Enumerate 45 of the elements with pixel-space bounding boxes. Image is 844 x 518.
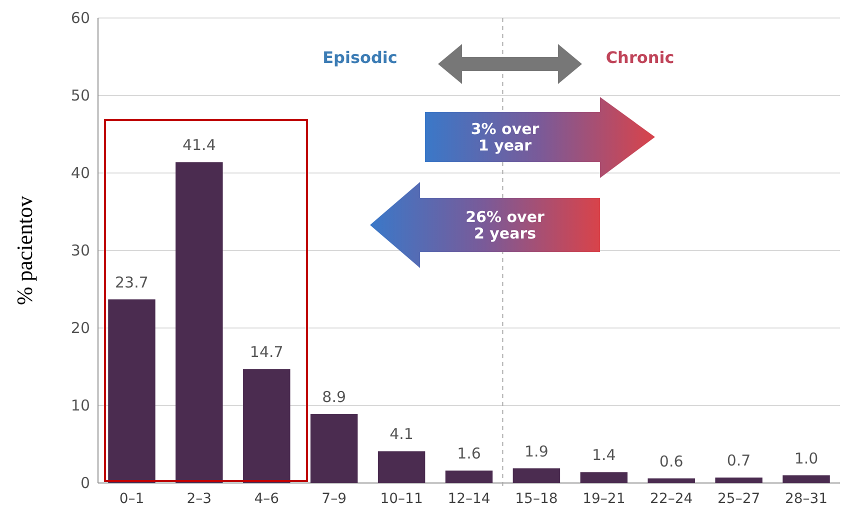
data-label: 1.6 [457,444,481,463]
y-axis-title: % pacientov [12,196,37,306]
data-label: 41.4 [182,136,216,154]
x-tick-label: 7–9 [322,490,347,507]
data-label: 4.1 [390,425,414,444]
bar [108,299,156,483]
data-label: 1.0 [794,449,818,468]
y-tick-label: 40 [70,164,90,182]
data-label: 0.7 [726,452,751,470]
bar [445,470,493,483]
data-label: 1.9 [524,442,548,460]
data-label: 1.4 [592,446,616,464]
data-label: 14.7 [250,343,284,362]
bar [782,475,830,483]
bar [176,162,223,483]
x-tick-label: 28–31 [784,490,828,507]
y-tick-label: 20 [70,318,90,337]
x-tick-label: 10–11 [380,490,423,507]
x-tick-label: 12–14 [448,490,490,507]
bar [715,478,762,483]
x-tick-label: 25–27 [718,490,760,507]
y-tick-label: 30 [70,241,90,260]
x-tick-label: 15–18 [515,490,558,507]
bar [310,414,358,483]
annotation: 26% over 2 years [466,208,545,242]
y-tick-label: 10 [70,396,90,414]
bar [512,468,560,483]
x-tick-label: 0–1 [119,490,144,507]
y-tick-label: 60 [70,8,90,27]
data-label: 23.7 [115,273,148,292]
bar [580,472,628,483]
x-tick-label: 19–21 [582,490,626,507]
data-label: 8.9 [322,388,346,406]
bar [243,369,290,483]
bar [378,451,426,483]
x-tick-label: 4–6 [254,490,280,507]
y-tick-label: 0 [80,474,90,492]
x-tick-label: 22–24 [650,490,693,507]
x-tick-label: 2–3 [186,490,212,507]
data-label: 0.6 [659,452,684,470]
y-tick-label: 50 [70,86,90,104]
annotation: Episodic [322,48,398,66]
bar [648,478,695,483]
annotation: 3% over 1 year [470,120,540,154]
annotation: Chronic [606,48,674,66]
